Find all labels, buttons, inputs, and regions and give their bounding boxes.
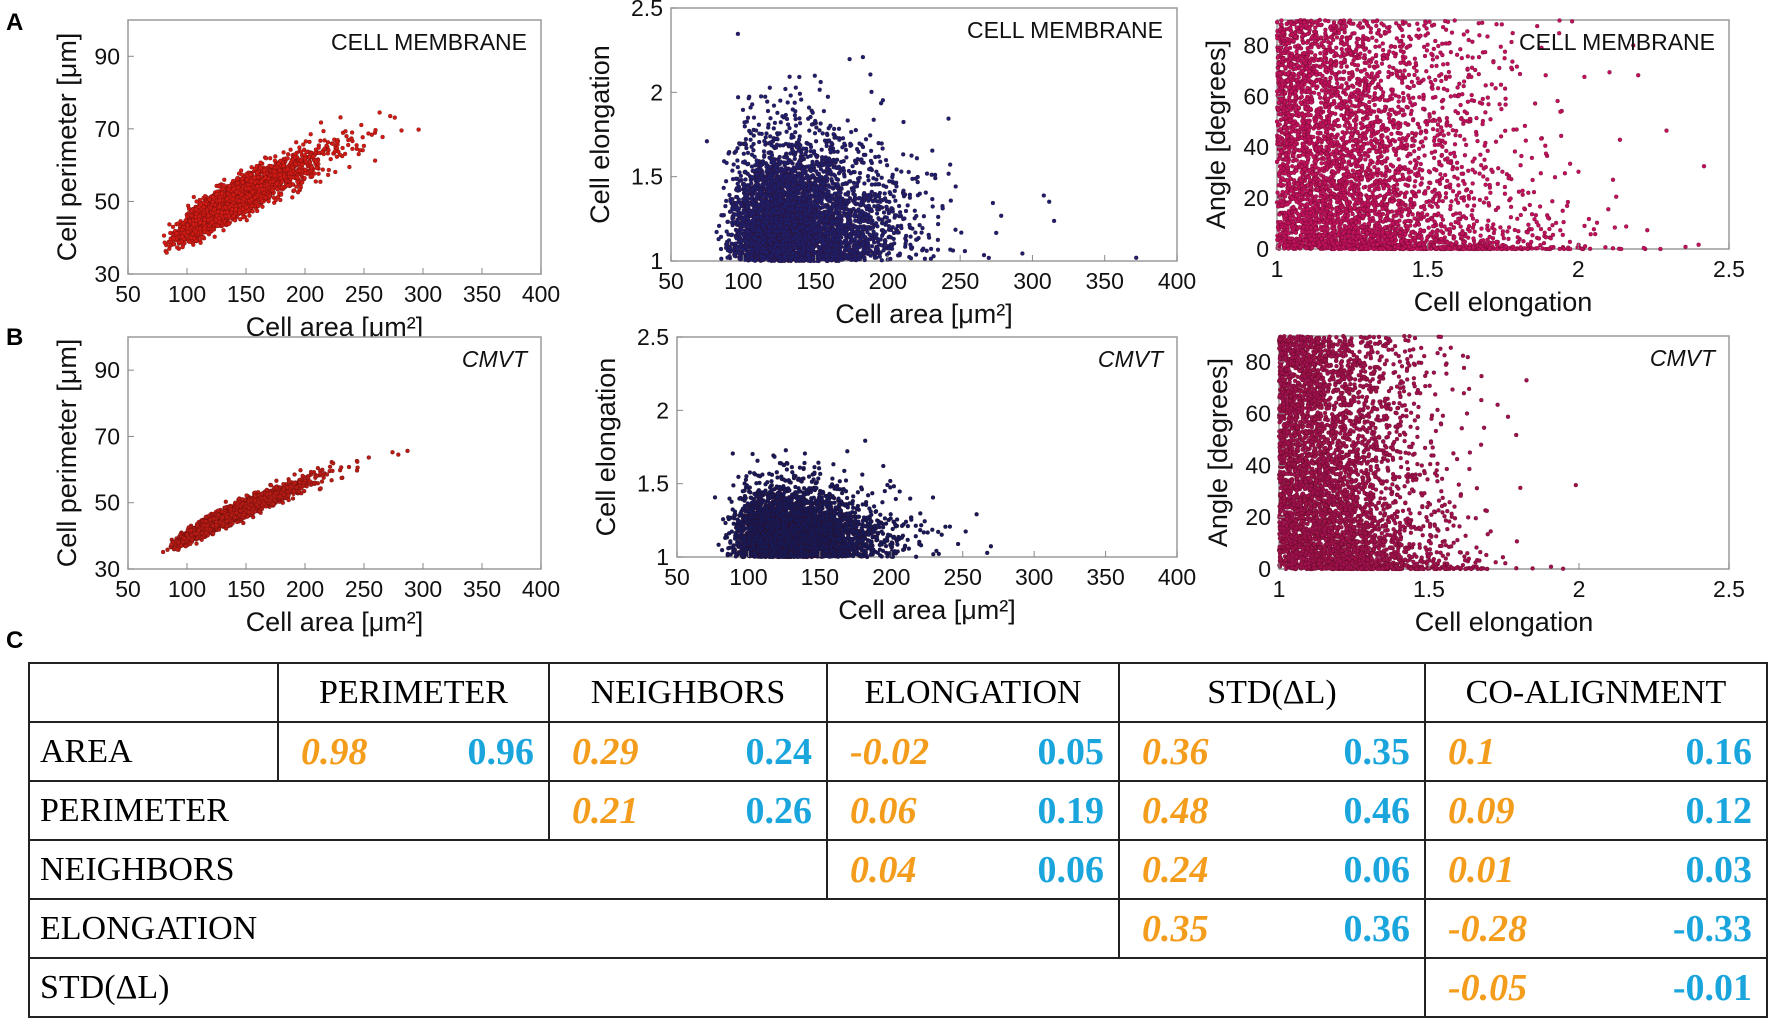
data-point <box>347 165 351 169</box>
data-point <box>346 143 350 147</box>
panel-label-b: B <box>6 324 23 351</box>
data-point <box>167 222 171 226</box>
data-point <box>326 173 330 177</box>
data-point <box>261 205 265 209</box>
figure: A B C 50 100 150 200 250 300 350 400 30 50 70 90 Cel… <box>0 0 1772 1033</box>
data-point <box>335 140 339 144</box>
data-point <box>388 114 392 118</box>
data-point <box>296 176 300 180</box>
data-point <box>289 171 293 175</box>
data-point <box>300 181 304 185</box>
data-point <box>326 151 330 155</box>
data-point <box>227 222 231 226</box>
data-point <box>163 241 167 245</box>
data-point <box>350 147 354 151</box>
data-point <box>195 200 199 204</box>
data-point <box>233 218 237 222</box>
data-point <box>318 139 322 143</box>
data-point <box>314 159 318 163</box>
data-point <box>298 187 302 191</box>
data-point <box>373 159 377 163</box>
data-point <box>393 116 397 120</box>
data-point <box>309 132 313 136</box>
panel-label-c: C <box>6 627 23 654</box>
data-point <box>355 143 359 147</box>
data-point <box>346 138 350 142</box>
data-point <box>222 178 226 182</box>
data-point <box>165 251 169 255</box>
data-point <box>297 146 301 150</box>
data-point <box>280 185 284 189</box>
data-point <box>245 178 249 182</box>
data-point <box>282 150 286 154</box>
data-point <box>303 176 307 180</box>
data-point <box>341 146 345 150</box>
data-point <box>294 140 298 144</box>
data-point <box>279 193 283 197</box>
data-point <box>294 185 298 189</box>
data-point <box>222 228 226 232</box>
data-point <box>175 246 179 250</box>
data-point <box>290 195 294 199</box>
data-point <box>200 235 204 239</box>
data-point <box>251 209 255 213</box>
data-point <box>289 148 293 152</box>
data-point <box>240 173 244 177</box>
data-point <box>213 235 217 239</box>
data-point <box>268 156 272 160</box>
data-point <box>308 140 312 144</box>
data-point <box>199 241 203 245</box>
panel-label-a: A <box>6 9 23 36</box>
data-point <box>400 129 404 133</box>
data-point <box>162 234 166 238</box>
data-point <box>273 154 277 158</box>
data-point <box>299 159 303 163</box>
data-point <box>362 144 366 148</box>
data-point <box>286 152 290 156</box>
data-point <box>317 172 321 176</box>
data-point <box>319 121 323 125</box>
data-point <box>318 180 322 184</box>
data-point <box>235 176 239 180</box>
data-point <box>359 123 363 127</box>
data-point <box>244 210 248 214</box>
data-point <box>264 156 268 160</box>
data-point <box>366 132 370 136</box>
data-point <box>333 170 337 174</box>
data-point <box>304 139 308 143</box>
data-point <box>249 173 253 177</box>
data-point <box>192 195 196 199</box>
data-point <box>323 138 327 142</box>
data-point <box>308 160 312 164</box>
data-point <box>171 225 175 229</box>
data-point <box>189 236 193 240</box>
data-point <box>321 168 325 172</box>
data-point <box>378 111 382 115</box>
data-point <box>322 129 326 133</box>
data-point <box>314 180 318 184</box>
data-point <box>339 115 343 119</box>
data-point <box>320 150 324 154</box>
data-point <box>374 128 378 132</box>
data-point <box>345 134 349 138</box>
data-point <box>277 168 281 172</box>
data-point <box>329 157 333 161</box>
data-point <box>315 166 319 170</box>
data-point <box>327 168 331 172</box>
data-point <box>357 152 361 156</box>
data-point <box>247 214 251 218</box>
data-point <box>350 131 354 135</box>
